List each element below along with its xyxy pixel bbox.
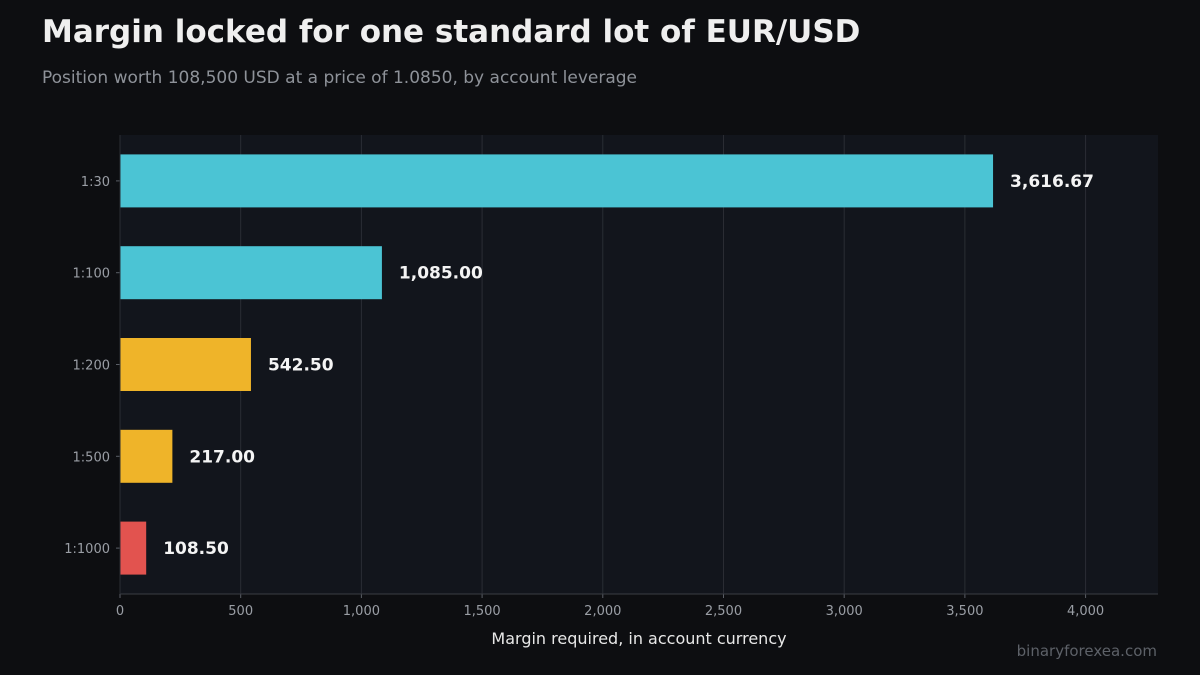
bars: 3,616.67 1,085.00 542.50 217.00 108.50	[120, 154, 1094, 575]
bar	[120, 154, 994, 208]
x-tick-label: 1,000	[343, 604, 380, 619]
x-tick-label: 500	[228, 604, 253, 619]
bar	[120, 338, 251, 391]
y-tick-label: 1:100	[73, 267, 110, 282]
y-tick-label: 1:30	[81, 175, 110, 190]
bar	[120, 246, 382, 300]
x-tick-label: 2,000	[584, 604, 621, 619]
data-label: 542.50	[268, 356, 334, 376]
x-tick-label: 0	[116, 604, 124, 619]
x-axis-title: Margin required, in account currency	[491, 629, 786, 648]
x-tick-label: 1,500	[463, 604, 500, 619]
data-label: 108.50	[163, 539, 229, 559]
plot-area	[120, 135, 1158, 594]
bar	[120, 429, 173, 483]
x-tick-label: 3,500	[946, 604, 983, 619]
x-tick-label: 4,000	[1067, 604, 1104, 619]
y-tick-label: 1:1000	[64, 542, 110, 557]
chart-subtitle: Position worth 108,500 USD at a price of…	[42, 68, 638, 88]
y-axis-ticks: 1:30 1:100 1:200 1:500 1:1000	[64, 175, 120, 557]
grid-lines	[119, 135, 1087, 594]
watermark: binaryforexea.com	[1016, 642, 1157, 660]
data-label: 217.00	[189, 447, 255, 467]
x-tick-label: 2,500	[705, 604, 742, 619]
x-axis-ticks: 0 500 1,000 1,500 2,000 2,500 3,000 3,500 4,000	[116, 135, 1158, 619]
y-tick-label: 1:200	[73, 359, 110, 374]
data-label: 1,085.00	[399, 264, 483, 284]
y-tick-label: 1:500	[73, 450, 110, 465]
chart-title: Margin locked for one standard lot of EU…	[42, 14, 861, 50]
bar	[120, 521, 147, 575]
x-tick-label: 3,000	[826, 604, 863, 619]
data-label: 3,616.67	[1010, 172, 1094, 192]
